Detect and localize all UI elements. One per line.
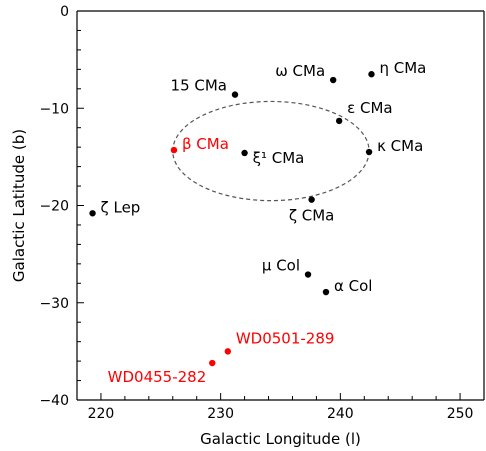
x-tick-label: 240 <box>327 406 354 422</box>
x-tick-label: 250 <box>447 406 474 422</box>
data-point <box>231 91 239 98</box>
point-label: WD0455-282 <box>108 368 207 386</box>
data-point <box>170 146 178 154</box>
point-label: WD0501-289 <box>236 329 335 347</box>
y-tick-label: −40 <box>39 393 69 409</box>
axes: 220 230 240 250 0 −10 −20 −30 −40 Galactic Longit… <box>10 4 485 448</box>
labels-layer: η CMa ω CMa 15 CMa ε CMa β CMa ξ¹ CMa κ CMa ζ L… <box>101 59 427 386</box>
data-point <box>365 148 373 156</box>
y-tick-label: −10 <box>39 101 69 117</box>
data-point <box>304 271 312 278</box>
y-tick-label: −20 <box>39 199 69 215</box>
data-point <box>329 76 337 84</box>
x-axis-title: Galactic Longitude (l) <box>200 430 361 448</box>
data-point <box>335 117 343 125</box>
point-label: β CMa <box>182 135 229 153</box>
point-label: μ Col <box>262 257 300 275</box>
point-label: ζ CMa <box>289 207 335 225</box>
points-layer <box>89 71 375 367</box>
point-label: κ CMa <box>377 137 423 155</box>
data-point <box>224 348 232 355</box>
y-axis-title: Galactic Latitude (b) <box>10 129 28 282</box>
point-label: ζ Lep <box>101 198 141 216</box>
y-tick-label: −30 <box>39 296 69 312</box>
data-point <box>308 196 315 203</box>
data-point <box>368 71 375 78</box>
point-label: η CMa <box>379 59 426 77</box>
x-tick-label: 220 <box>88 406 115 422</box>
data-point <box>209 359 216 367</box>
data-point <box>241 149 248 157</box>
point-label: ε CMa <box>347 99 392 117</box>
data-point <box>89 210 96 217</box>
y-tick-label: 0 <box>60 4 69 20</box>
point-label: ω CMa <box>275 62 325 80</box>
x-tick-label: 230 <box>207 406 234 422</box>
data-point <box>322 288 330 296</box>
point-label: 15 CMa <box>171 77 227 95</box>
point-label: ξ¹ CMa <box>253 149 305 167</box>
point-label: α Col <box>334 277 372 295</box>
